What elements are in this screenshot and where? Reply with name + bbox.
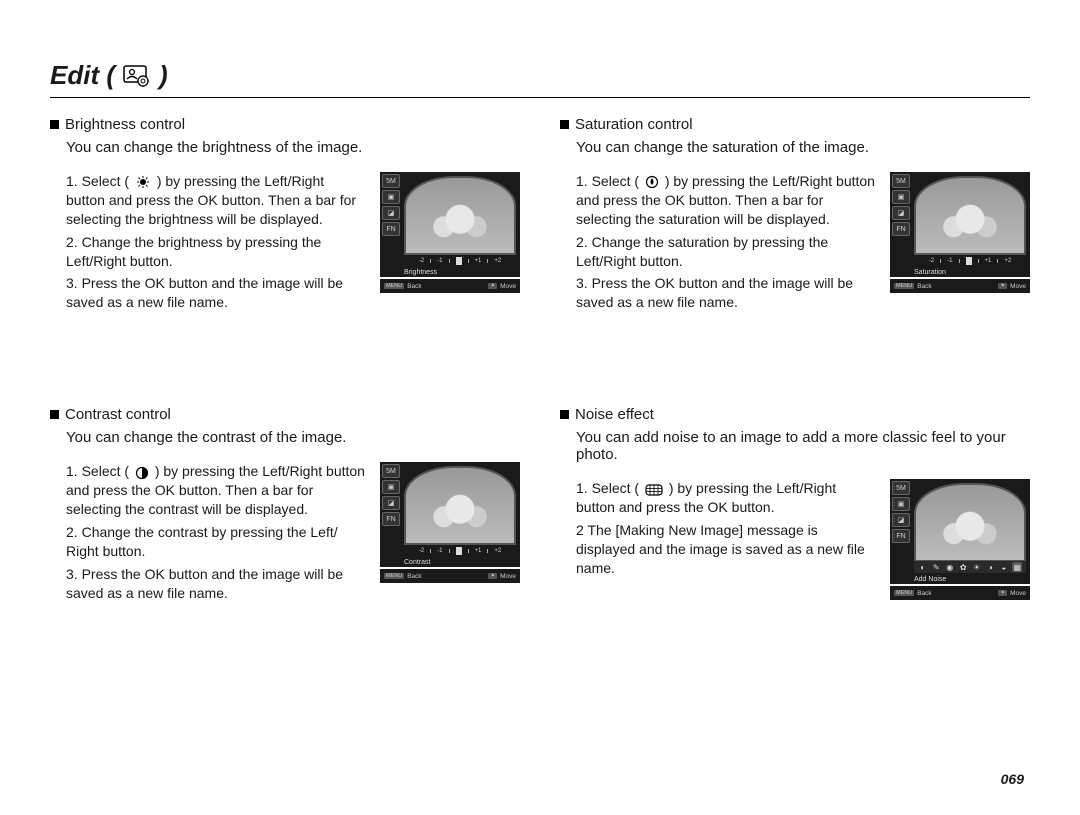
effect-icon-selected: ▦ xyxy=(1012,562,1022,572)
camera-screenshot: 5M ▣ ◪ FN ◐ ✎ ◉ ✿ ☀ ◑ xyxy=(890,479,1030,600)
screen-label: Add Noise xyxy=(914,576,946,583)
section-desc: You can change the brightness of the ima… xyxy=(66,139,520,156)
res-icon: 5M xyxy=(892,481,910,495)
fn-icon: FN xyxy=(382,222,400,236)
section-desc: You can change the saturation of the ima… xyxy=(576,139,1030,156)
section-desc: You can add noise to an image to add a m… xyxy=(576,429,1030,463)
effect-icon: ◒ xyxy=(999,562,1009,572)
photo-preview xyxy=(404,466,516,545)
res-icon: 5M xyxy=(892,174,910,188)
mode-icon: ▣ xyxy=(382,480,400,494)
contrast-circle-icon xyxy=(135,466,149,480)
photo-preview xyxy=(914,483,1026,562)
steps-list: 1. Select ( ) by pressing the Left/Right… xyxy=(560,172,876,316)
camera-screenshot: 5M ▣ ◪ FN -2 -1 +1 +2 S xyxy=(890,172,1030,293)
title-text: Edit ( xyxy=(50,60,115,91)
effect-icon: ✎ xyxy=(931,562,941,572)
steps-list: 1. Select ( ) by pressing the Left/Right… xyxy=(50,462,366,606)
adj-icon: ◪ xyxy=(382,206,400,220)
res-icon: 5M xyxy=(382,174,400,188)
adj-icon: ◪ xyxy=(892,206,910,220)
fn-icon: FN xyxy=(892,529,910,543)
screen-footer: MENUBack ✦Move xyxy=(890,279,1030,293)
section-header: Brightness control xyxy=(50,116,520,133)
screen-footer: MENUBack ✦Move xyxy=(380,569,520,583)
screen-footer: MENUBack ✦Move xyxy=(380,279,520,293)
section-header: Saturation control xyxy=(560,116,1030,133)
page-number: 069 xyxy=(1001,771,1024,787)
photo-preview xyxy=(404,176,516,255)
effect-icon: ◐ xyxy=(918,562,928,572)
slider-bar: -2 -1 +1 +2 xyxy=(404,256,516,266)
section-header: Contrast control xyxy=(50,406,520,423)
fn-icon: FN xyxy=(892,222,910,236)
screen-label: Contrast xyxy=(404,559,430,566)
section-title: Brightness control xyxy=(65,116,185,133)
section-title: Noise effect xyxy=(575,406,654,423)
bullet-square-icon xyxy=(50,120,59,129)
slider-bar: -2 -1 +1 +2 xyxy=(404,546,516,556)
photo-preview xyxy=(914,176,1026,255)
saturation-drop-icon xyxy=(645,175,659,189)
screen-label: Brightness xyxy=(404,269,437,276)
step-item: 1. Select ( ) by pressing the Left/Right… xyxy=(576,172,876,229)
step-item: 2 The [Making New Image] message is disp… xyxy=(576,521,876,578)
step-item: 2. Change the saturation by pressing the… xyxy=(576,233,876,271)
adj-icon: ◪ xyxy=(382,496,400,510)
section-contrast: Contrast control You can change the cont… xyxy=(50,406,520,606)
step-item: 2. Change the contrast by pressing the L… xyxy=(66,523,366,561)
res-icon: 5M xyxy=(382,464,400,478)
steps-list: 1. Select ( ) by pressing the Left/Right… xyxy=(560,479,876,581)
effect-icon: ☀ xyxy=(972,562,982,572)
section-title: Saturation control xyxy=(575,116,693,133)
step-item: 1. Select ( ) by pressing the Left/Right… xyxy=(66,172,366,229)
steps-list: 1. Select ( ) by pressing the Left/Right… xyxy=(50,172,366,316)
slider-bar: -2 -1 +1 +2 xyxy=(914,256,1026,266)
step-item: 1. Select ( ) by pressing the Left/Right… xyxy=(66,462,366,519)
step-item: 2. Change the brightness by pressing the… xyxy=(66,233,366,271)
bullet-square-icon xyxy=(560,120,569,129)
adj-icon: ◪ xyxy=(892,513,910,527)
right-column: Saturation control You can change the sa… xyxy=(560,116,1030,606)
effect-icon: ◑ xyxy=(985,562,995,572)
mode-icon: ▣ xyxy=(382,190,400,204)
step-item: 3. Press the OK button and the image wil… xyxy=(66,565,366,603)
bullet-square-icon xyxy=(50,410,59,419)
noise-grid-icon xyxy=(645,484,663,496)
section-brightness: Brightness control You can change the br… xyxy=(50,116,520,316)
effect-icon: ✿ xyxy=(958,562,968,572)
content-columns: Brightness control You can change the br… xyxy=(50,116,1030,606)
step-item: 3. Press the OK button and the image wil… xyxy=(66,274,366,312)
screen-label: Saturation xyxy=(914,269,946,276)
effect-icon: ◉ xyxy=(945,562,955,572)
section-saturation: Saturation control You can change the sa… xyxy=(560,116,1030,316)
mode-icon: ▣ xyxy=(892,190,910,204)
section-noise: Noise effect You can add noise to an ima… xyxy=(560,406,1030,600)
step-item: 1. Select ( ) by pressing the Left/Right… xyxy=(576,479,876,517)
title-close: ) xyxy=(159,60,168,91)
camera-screenshot: 5M ▣ ◪ FN -2 -1 +1 +2 C xyxy=(380,462,520,583)
section-header: Noise effect xyxy=(560,406,1030,423)
fn-icon: FN xyxy=(382,512,400,526)
effect-icon-row: ◐ ✎ ◉ ✿ ☀ ◑ ◒ ▦ xyxy=(914,561,1026,573)
screen-footer: MENUBack ✦Move xyxy=(890,586,1030,600)
page-title: Edit ( ) xyxy=(50,60,1030,98)
bullet-square-icon xyxy=(560,410,569,419)
section-desc: You can change the contrast of the image… xyxy=(66,429,520,446)
left-column: Brightness control You can change the br… xyxy=(50,116,520,606)
section-title: Contrast control xyxy=(65,406,171,423)
mode-icon: ▣ xyxy=(892,497,910,511)
camera-screenshot: 5M ▣ ◪ FN -2 -1 +1 +2 B xyxy=(380,172,520,293)
step-item: 3. Press the OK button and the image wil… xyxy=(576,274,876,312)
edit-person-icon xyxy=(123,65,151,87)
brightness-sun-icon xyxy=(135,175,151,189)
